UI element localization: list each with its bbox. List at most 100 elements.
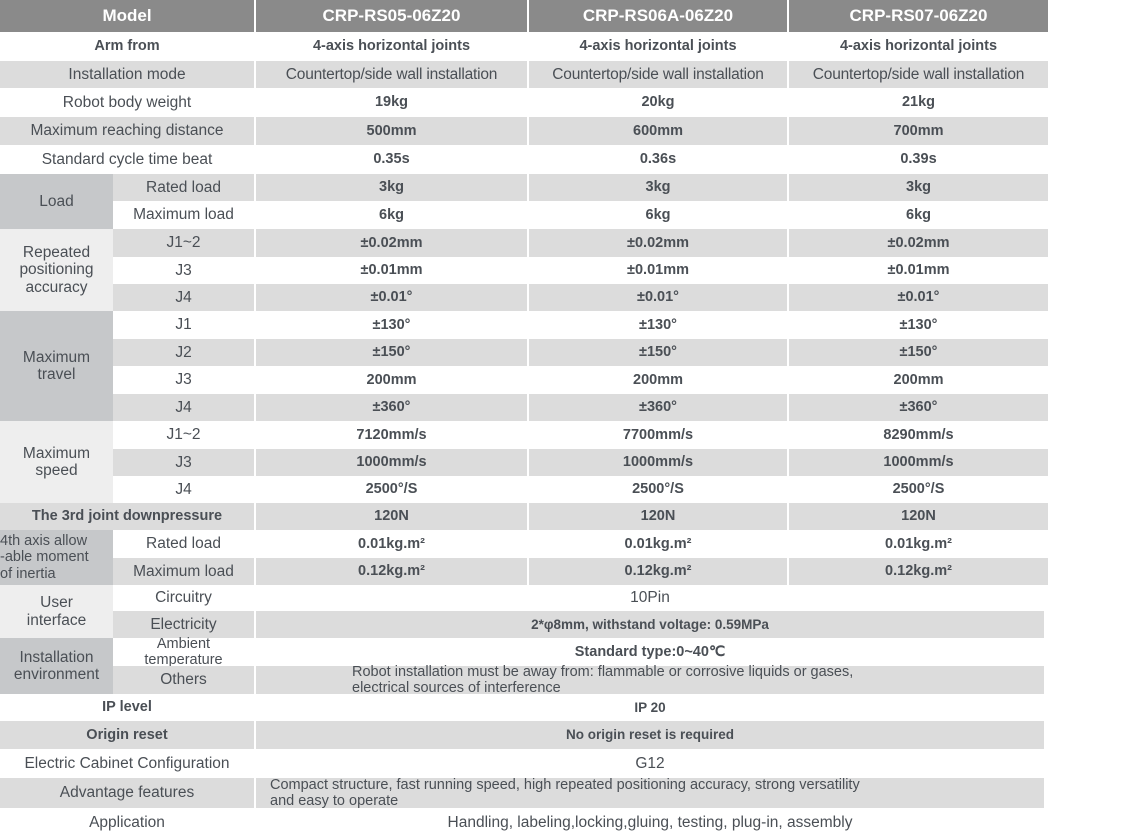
row-sublabel-line1: Ambient (156, 635, 211, 652)
row-value-merged: Handling, labeling,locking,gluing, testi… (256, 808, 1044, 837)
row-value-merged: IP 20 (256, 694, 1044, 721)
row-value: 4-axis horizontal joints (256, 32, 527, 61)
row-value: 0.12kg.m² (529, 558, 787, 585)
row-sublabel: Rated load (113, 174, 254, 201)
row-value-merged: Robot installation must be away from: fl… (256, 663, 1044, 696)
table-row: Rated load 3kg 3kg 3kg (113, 174, 1136, 201)
row-value: ±130° (256, 311, 527, 339)
row-sublabel: J3 (113, 257, 254, 284)
row-sublabel: Others (113, 666, 254, 694)
row-value: 19kg (256, 88, 527, 117)
table-header-row: Model CRP-RS05-06Z20 CRP-RS06A-06Z20 CRP… (0, 0, 1136, 32)
table-row: J4 ±360° ±360° ±360° (113, 394, 1136, 421)
group-label-text: Maximum travel (22, 348, 91, 383)
row-value: ±360° (529, 394, 787, 421)
row-value-line2: and easy to operate (270, 793, 399, 809)
table-row-advantage-features: Advantage features Compact structure, fa… (0, 776, 1136, 809)
row-value: ±0.02mm (256, 229, 527, 257)
group-label-user-interface: User interface (0, 585, 113, 638)
row-value: ±150° (529, 339, 787, 366)
row-value: 3kg (256, 174, 527, 201)
row-value-line2: electrical sources of interference (352, 680, 561, 696)
table-row: J4 ±0.01° ±0.01° ±0.01° (113, 284, 1136, 311)
row-sublabel: Electricity (113, 611, 254, 638)
row-value-merged: 2*φ8mm, withstand voltage: 0.59MPa (256, 611, 1044, 638)
row-value: 200mm (256, 366, 527, 394)
row-label: Robot body weight (0, 88, 254, 117)
row-value: ±130° (789, 311, 1048, 339)
row-value: 7120mm/s (256, 421, 527, 449)
row-value: 700mm (789, 117, 1048, 145)
row-sublabel: Rated load (113, 530, 254, 558)
table-row: Maximum load 0.12kg.m² 0.12kg.m² 0.12kg.… (113, 558, 1136, 585)
row-value: ±360° (789, 394, 1048, 421)
table-row: Rated load 0.01kg.m² 0.01kg.m² 0.01kg.m² (113, 530, 1136, 558)
table-row: Standard cycle time beat 0.35s 0.36s 0.3… (0, 145, 1136, 174)
row-sublabel: Maximum load (113, 201, 254, 229)
row-label: Installation mode (0, 61, 254, 88)
row-value: 4-axis horizontal joints (789, 32, 1048, 61)
table-row-application: Application Handling, labeling,locking,g… (0, 808, 1136, 837)
row-value: 2500°/S (529, 476, 787, 503)
row-value: ±360° (256, 394, 527, 421)
row-value: 0.36s (529, 145, 787, 174)
group-label-installation-environment: Installation environment (0, 638, 113, 694)
row-label: The 3rd joint downpressure (0, 503, 254, 530)
group-maximum-speed: Maximum speed J1~2 7120mm/s 7700mm/s 829… (0, 421, 1136, 503)
row-value: 6kg (256, 201, 527, 229)
group-label-line2: interface (26, 611, 87, 629)
table-row: J1~2 7120mm/s 7700mm/s 8290mm/s (113, 421, 1136, 449)
table-row: Maximum load 6kg 6kg 6kg (113, 201, 1136, 229)
group-maximum-travel: Maximum travel J1 ±130° ±130° ±130° J2 ±… (0, 311, 1136, 421)
group-label-4th-axis-moment-of-inertia: 4th axis allow -able moment of inertia (0, 530, 113, 585)
row-value: 7700mm/s (529, 421, 787, 449)
table-row-electric-cabinet: Electric Cabinet Configuration G12 (0, 749, 1136, 778)
row-sublabel: J4 (113, 476, 254, 503)
group-label-line1: Installation (19, 648, 94, 666)
row-value: ±130° (529, 311, 787, 339)
row-value: 0.01kg.m² (256, 530, 527, 558)
group-label-text: Repeated positioning accuracy (19, 243, 94, 296)
row-sublabel: J1~2 (113, 229, 254, 257)
column-divider (254, 0, 256, 32)
row-sublabel: Ambient temperature (113, 635, 254, 668)
table-row: Others Robot installation must be away f… (113, 663, 1136, 696)
group-label-line3: of inertia (0, 565, 56, 582)
row-label: Advantage features (0, 778, 254, 808)
row-value-line1: Robot installation must be away from: fl… (352, 663, 854, 680)
group-label-maximum-travel: Maximum travel (0, 311, 113, 421)
column-divider (787, 0, 789, 32)
table-row: J3 ±0.01mm ±0.01mm ±0.01mm (113, 257, 1136, 284)
row-value: 0.12kg.m² (789, 558, 1048, 585)
row-value-merged: Compact structure, fast running speed, h… (256, 776, 1044, 809)
table-row: J1~2 ±0.02mm ±0.02mm ±0.02mm (113, 229, 1136, 257)
table-row-downpressure: The 3rd joint downpressure 120N 120N 120… (0, 503, 1136, 530)
row-value-line1: Compact structure, fast running speed, h… (270, 776, 860, 793)
column-divider (527, 0, 529, 32)
row-sublabel: Maximum load (113, 558, 254, 585)
header-model-3: CRP-RS07-06Z20 (789, 0, 1048, 32)
group-installation-environment: Installation environment Ambient tempera… (0, 635, 1136, 696)
row-value: 120N (789, 503, 1048, 530)
row-value: 200mm (789, 366, 1048, 394)
table-row: Robot body weight 19kg 20kg 21kg (0, 88, 1136, 117)
row-value: 4-axis horizontal joints (529, 32, 787, 61)
group-label-line1: User (40, 594, 73, 612)
table-row: J3 1000mm/s 1000mm/s 1000mm/s (113, 449, 1136, 476)
row-value: 2500°/S (789, 476, 1048, 503)
group-repeated-positioning-accuracy: Repeated positioning accuracy J1~2 ±0.02… (0, 229, 1136, 311)
table-row: Circuitry 10Pin (113, 585, 1136, 611)
row-sublabel: J3 (113, 449, 254, 476)
row-label: Maximum reaching distance (0, 117, 254, 145)
row-value: ±0.01mm (789, 257, 1048, 284)
row-value: ±0.02mm (529, 229, 787, 257)
row-sublabel-line2: temperature (144, 652, 223, 668)
row-sublabel: J1 (113, 311, 254, 339)
row-value: 2500°/S (256, 476, 527, 503)
row-value: 0.39s (789, 145, 1048, 174)
row-value: Countertop/side wall installation (789, 61, 1048, 88)
row-value-merged: G12 (256, 749, 1044, 778)
row-value: 120N (529, 503, 787, 530)
row-sublabel: J1~2 (113, 421, 254, 449)
